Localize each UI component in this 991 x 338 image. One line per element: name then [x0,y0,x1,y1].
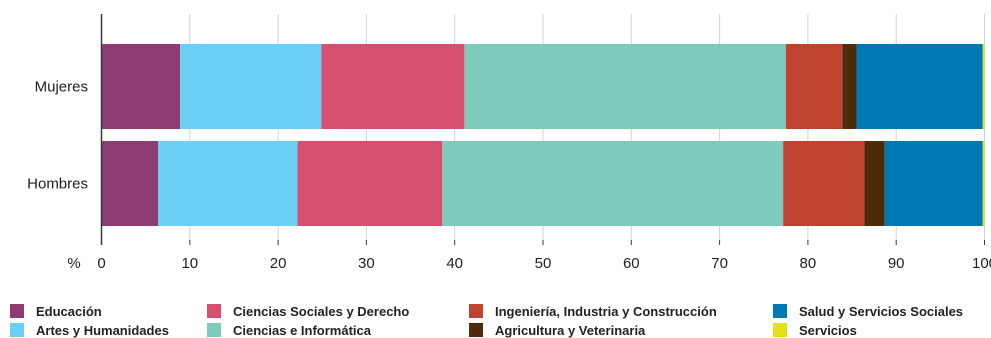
bar-segment-hombres-artes-y-humanidades [158,141,298,226]
bar-segment-hombres-educacion [101,141,159,226]
legend-label-agricultura-y-veterinaria: Agricultura y Veterinaria [495,323,646,338]
x-tick-label-90: 90 [888,255,905,272]
bar-segment-hombres-servicios [982,141,985,226]
bar-segment-mujeres-ciencias-sociales-y-derecho [321,44,465,129]
legend-swatch-ciencias-sociales-y-derecho [207,304,221,318]
axes: Mujeres Hombres 0 10 20 30 40 50 60 70 80 90 100% [27,14,991,272]
legend-label-ciencias-e-informatica: Ciencias e Informática [233,323,372,338]
legend-swatch-artes-y-humanidades [10,323,24,337]
legend-swatch-servicios [773,323,787,337]
x-tick-label-30: 30 [358,255,375,272]
bar-segment-hombres-agricultura-y-veterinaria [864,141,885,226]
x-tick-label-20: 20 [270,255,287,272]
x-axis-unit-label: % [67,255,80,272]
bar-segment-mujeres-servicios [982,44,985,129]
x-tick-label-80: 80 [800,255,817,272]
x-tick-label-10: 10 [181,255,198,272]
legend-label-salud-y-servicios-sociales: Salud y Servicios Sociales [799,304,963,319]
legend-swatch-ciencias-e-informatica [207,323,221,337]
x-tick-label-60: 60 [623,255,640,272]
x-tick-label-50: 50 [535,255,552,272]
category-label-hombres: Hombres [27,176,88,193]
x-tick-label-100: 100 [972,255,991,272]
bar-segment-mujeres-agricultura-y-veterinaria [842,44,857,129]
legend-label-artes-y-humanidades: Artes y Humanidades [36,323,169,338]
bar-segment-mujeres-educacion [101,44,181,129]
x-tick-label-70: 70 [711,255,728,272]
bar-segment-hombres-ciencias-e-informatica [442,141,784,226]
bars [101,44,985,226]
bar-segment-hombres-ciencias-sociales-y-derecho [297,141,443,226]
legend-swatch-salud-y-servicios-sociales [773,304,787,318]
bar-segment-mujeres-ingenieria-industria-y-construccion [785,44,843,129]
legend-label-ingenieria-industria-y-construccion: Ingeniería, Industria y Construcción [495,304,717,319]
legend-label-servicios: Servicios [799,323,857,338]
bar-segment-hombres-ingenieria-industria-y-construccion [783,141,865,226]
category-label-mujeres: Mujeres [35,79,88,96]
x-tick-label-0: 0 [97,255,105,272]
legend-swatch-ingenieria-industria-y-construccion [469,304,483,318]
legend-label-educacion: Educación [36,304,102,319]
legend-swatch-agricultura-y-veterinaria [469,323,483,337]
x-tick-label-40: 40 [446,255,463,272]
legend-swatch-educacion [10,304,24,318]
bar-segment-hombres-salud-y-servicios-sociales [884,141,983,226]
bar-segment-mujeres-ciencias-e-informatica [464,44,786,129]
legend-label-ciencias-sociales-y-derecho: Ciencias Sociales y Derecho [233,304,409,319]
bar-segment-mujeres-salud-y-servicios-sociales [856,44,983,129]
bar-segment-mujeres-artes-y-humanidades [180,44,322,129]
legend: Educación Artes y Humanidades Ciencias Soc… [10,304,963,338]
